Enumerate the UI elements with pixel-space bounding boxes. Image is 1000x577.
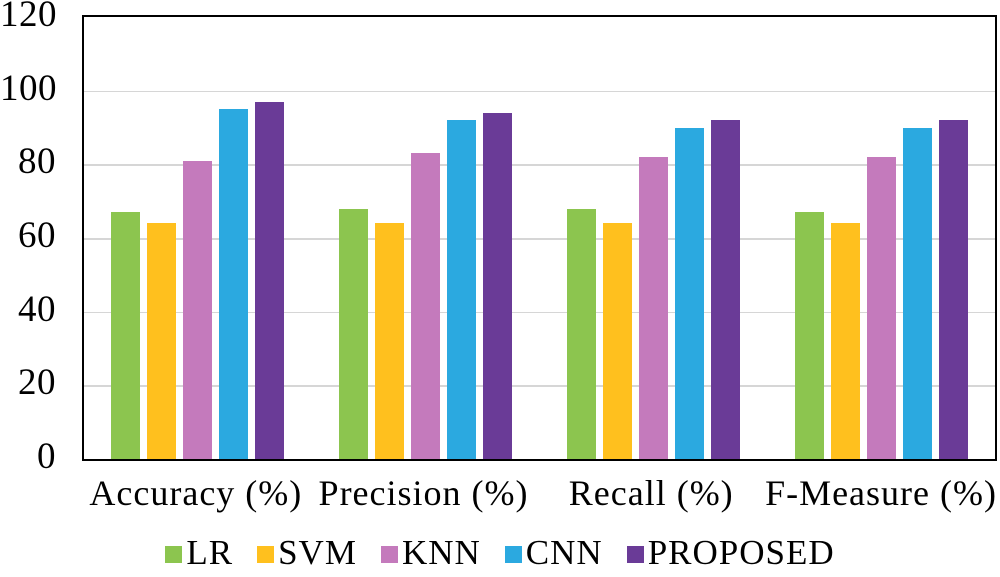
gridline-40 (84, 311, 995, 314)
legend-label: LR (186, 533, 234, 572)
bar-knn-0 (183, 160, 213, 459)
legend-item-cnn: CNN (504, 533, 603, 572)
y-tick-label-100: 100 (0, 67, 57, 109)
bar-cnn-3 (902, 127, 932, 459)
bar-lr-2 (566, 208, 596, 459)
plot-area (82, 15, 997, 461)
gridline-80 (84, 164, 995, 166)
legend-label: KNN (401, 533, 481, 572)
x-category-label-2: Recall (%) (568, 473, 734, 513)
legend-label: SVM (278, 533, 357, 572)
y-tick-label-0: 0 (37, 436, 56, 477)
y-tick-label-20: 20 (18, 362, 56, 404)
bar-knn-2 (638, 156, 668, 459)
bar-cnn-0 (219, 109, 249, 459)
x-category-label-1: Precision (%) (318, 473, 529, 513)
y-tick-label-80: 80 (18, 141, 56, 183)
bar-knn-1 (411, 153, 441, 459)
gridline-20 (84, 385, 995, 387)
legend-item-knn: KNN (380, 533, 481, 572)
gridline-100 (84, 90, 995, 93)
bar-group-3 (767, 17, 995, 459)
bar-knn-3 (866, 156, 896, 459)
x-category-label-3: F-Measure (%) (765, 473, 997, 513)
y-tick-label-40: 40 (18, 288, 56, 330)
legend-swatch-icon (165, 545, 183, 563)
legend-label: PROPOSED (647, 533, 835, 572)
bar-group-1 (312, 17, 540, 459)
bar-lr-1 (339, 208, 369, 459)
legend-label: CNN (525, 533, 603, 572)
legend-swatch-icon (626, 545, 644, 563)
bar-proposed-1 (483, 112, 513, 459)
x-axis: Accuracy (%) Precision (%) Recall (%) F-Mea… (82, 472, 997, 518)
x-category-label-0: Accuracy (%) (89, 473, 303, 513)
bar-svm-0 (147, 223, 177, 459)
legend-swatch-icon (504, 545, 522, 563)
bar-svm-1 (375, 223, 405, 459)
legend-item-lr: LR (165, 534, 233, 572)
bar-proposed-0 (255, 101, 285, 459)
y-tick-label-120: 120 (0, 0, 57, 35)
y-tick-label-60: 60 (18, 215, 56, 256)
bar-cnn-2 (674, 127, 704, 459)
legend-item-proposed: PROPOSED (626, 533, 835, 572)
legend-swatch-icon (257, 545, 275, 563)
bar-lr-0 (111, 212, 141, 459)
bar-proposed-2 (710, 120, 740, 459)
bar-cnn-1 (447, 120, 477, 459)
bar-proposed-3 (938, 120, 968, 459)
gridline-60 (84, 238, 995, 240)
bar-svm-2 (602, 223, 632, 459)
legend-swatch-icon (380, 545, 398, 563)
legend-item-svm: SVM (257, 534, 357, 572)
bar-group-2 (540, 17, 768, 459)
legend: LR SVM KNN CNN PROPOSED (0, 533, 1000, 573)
bar-lr-3 (794, 212, 824, 459)
bar-svm-3 (830, 223, 860, 459)
bar-group-0 (84, 17, 312, 459)
